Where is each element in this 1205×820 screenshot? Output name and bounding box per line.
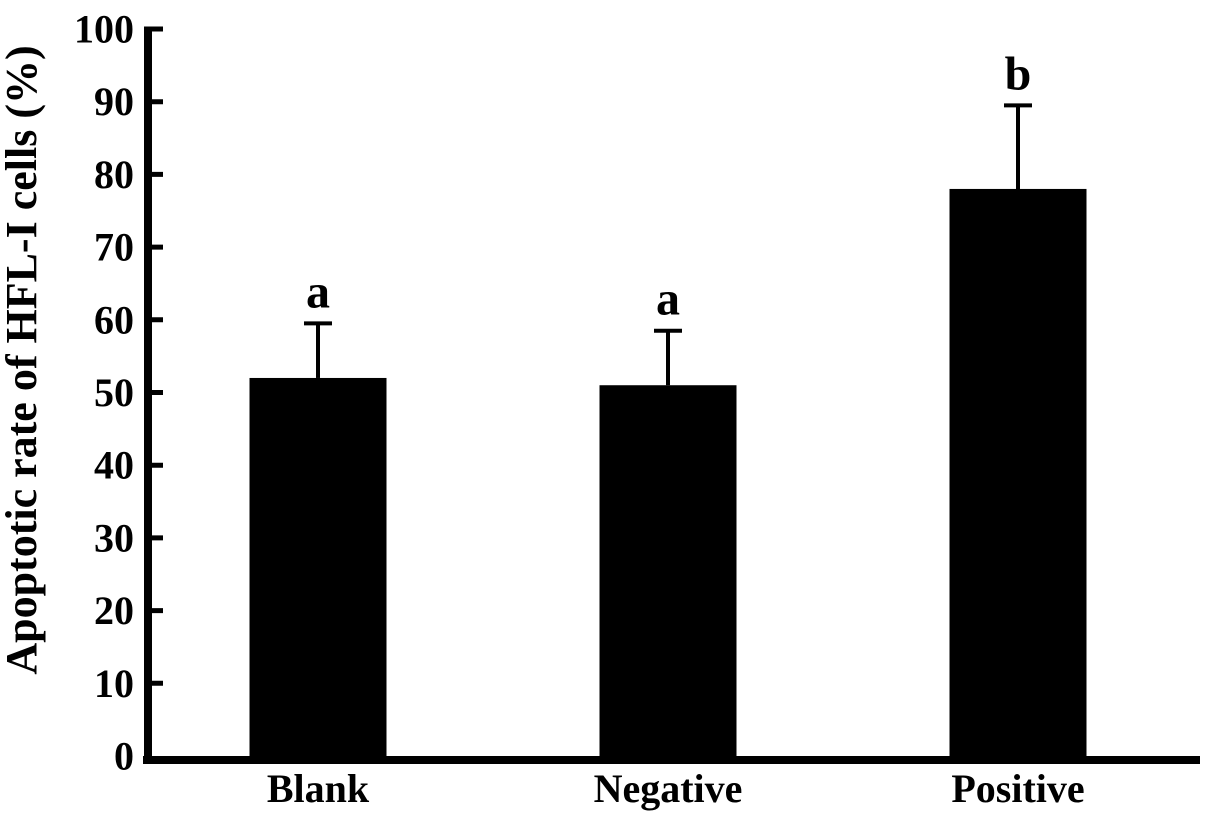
x-category-label-negative: Negative (594, 766, 743, 811)
bar-blank (249, 377, 387, 756)
y-tick-label: 10 (94, 661, 134, 706)
bar-positive (949, 188, 1087, 756)
y-tick-label: 70 (94, 225, 134, 270)
y-tick-label: 90 (94, 79, 134, 124)
y-axis-title: Apoptotic rate of HFL-I cells (%) (0, 45, 46, 674)
y-tick-label: 50 (94, 370, 134, 415)
y-tick-label: 60 (94, 297, 134, 342)
x-category-label-positive: Positive (951, 766, 1084, 811)
y-tick-label: 80 (94, 152, 134, 197)
y-tick-label: 0 (114, 734, 134, 779)
bar-negative (599, 385, 737, 756)
y-tick-label: 20 (94, 588, 134, 633)
y-tick-label: 30 (94, 515, 134, 560)
significance-label: a (656, 273, 680, 326)
significance-label: a (306, 265, 330, 318)
y-tick-label: 100 (74, 7, 134, 52)
y-tick-label: 40 (94, 443, 134, 488)
x-category-label-blank: Blank (267, 766, 370, 811)
significance-label: b (1005, 47, 1032, 100)
